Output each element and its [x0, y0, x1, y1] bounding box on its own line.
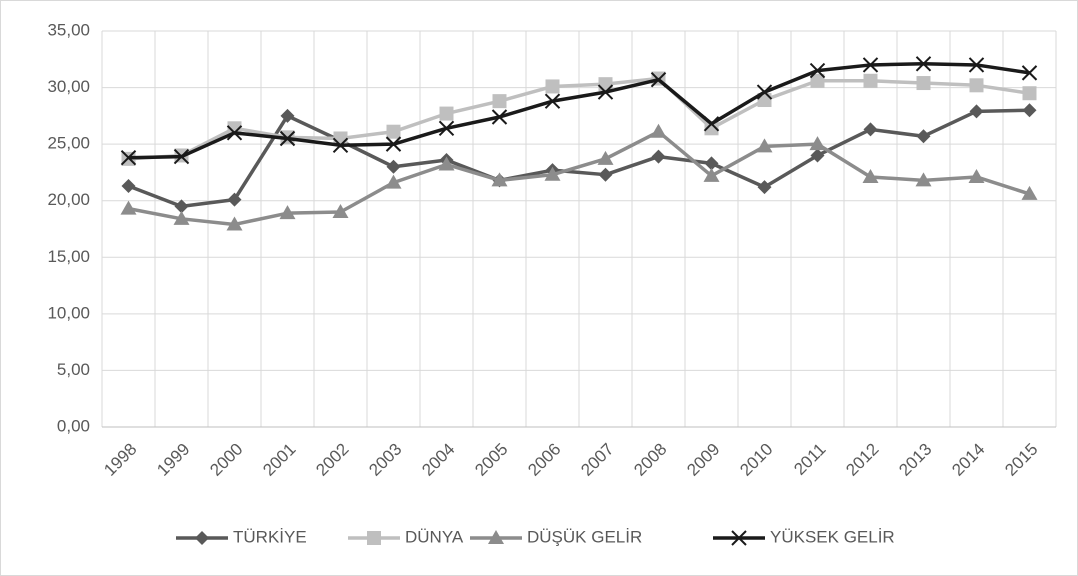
- marker: [544, 93, 561, 109]
- marker: [651, 149, 666, 164]
- legend-marker: [195, 531, 209, 545]
- marker: [280, 108, 295, 123]
- legend-label: YÜKSEK GELİR: [770, 527, 895, 546]
- marker: [1022, 103, 1037, 118]
- marker: [174, 199, 189, 214]
- marker: [226, 125, 243, 141]
- series-line: [127, 108, 1030, 209]
- legend-label: DÜŞÜK GELİR: [527, 527, 642, 546]
- marker: [969, 78, 984, 93]
- marker: [756, 138, 773, 153]
- marker: [332, 204, 349, 219]
- marker: [491, 109, 508, 125]
- marker: [438, 120, 455, 137]
- marker: [703, 167, 720, 182]
- marker: [650, 71, 667, 88]
- legend-marker: [367, 531, 381, 545]
- marker: [810, 73, 825, 88]
- marker: [1021, 185, 1038, 200]
- marker: [1022, 86, 1037, 101]
- marker: [810, 148, 825, 163]
- marker: [173, 148, 190, 165]
- marker: [704, 156, 719, 171]
- series-line: [128, 62, 1030, 160]
- marker: [173, 210, 190, 225]
- marker: [862, 168, 879, 183]
- marker: [597, 150, 614, 165]
- marker: [279, 130, 296, 147]
- marker: [120, 150, 137, 166]
- marker: [120, 200, 137, 215]
- marker: [598, 167, 613, 182]
- marker: [757, 180, 772, 195]
- marker: [916, 76, 931, 91]
- marker: [915, 172, 932, 187]
- marker: [386, 124, 401, 139]
- marker: [492, 94, 507, 109]
- marker: [809, 62, 826, 79]
- marker: [491, 172, 508, 187]
- marker: [968, 57, 985, 73]
- marker: [863, 122, 878, 137]
- marker: [385, 136, 402, 152]
- marker: [332, 137, 349, 153]
- marker: [597, 84, 614, 100]
- marker: [544, 166, 561, 181]
- y-tick-label: 5,00: [57, 360, 90, 379]
- series-line: [128, 129, 1031, 227]
- marker: [1021, 65, 1038, 81]
- y-tick-label: 25,00: [47, 134, 90, 153]
- legend-marker: [488, 530, 504, 544]
- marker: [969, 104, 984, 119]
- y-tick-label: 35,00: [47, 20, 90, 39]
- y-tick-label: 0,00: [57, 416, 90, 435]
- marker: [809, 136, 826, 151]
- marker: [227, 192, 242, 207]
- marker: [439, 106, 454, 121]
- marker: [863, 73, 878, 88]
- marker: [545, 79, 560, 94]
- marker: [916, 129, 931, 144]
- marker: [968, 168, 985, 183]
- marker: [385, 174, 402, 189]
- marker: [862, 57, 879, 73]
- y-tick-label: 10,00: [47, 303, 90, 322]
- marker: [279, 205, 296, 220]
- marker: [703, 116, 720, 132]
- marker: [756, 84, 773, 100]
- y-tick-label: 20,00: [47, 190, 90, 209]
- marker: [915, 56, 932, 72]
- marker: [386, 159, 401, 174]
- y-tick-label: 15,00: [47, 247, 90, 266]
- y-tick-label: 30,00: [47, 77, 90, 96]
- marker: [438, 156, 455, 171]
- legend-label: DÜNYA: [405, 527, 464, 546]
- marker: [650, 123, 667, 138]
- marker: [598, 77, 613, 92]
- marker: [226, 216, 243, 231]
- marker: [704, 121, 719, 136]
- legend-marker: [731, 530, 747, 546]
- legend-label: TÜRKİYE: [233, 527, 307, 546]
- marker: [121, 179, 136, 194]
